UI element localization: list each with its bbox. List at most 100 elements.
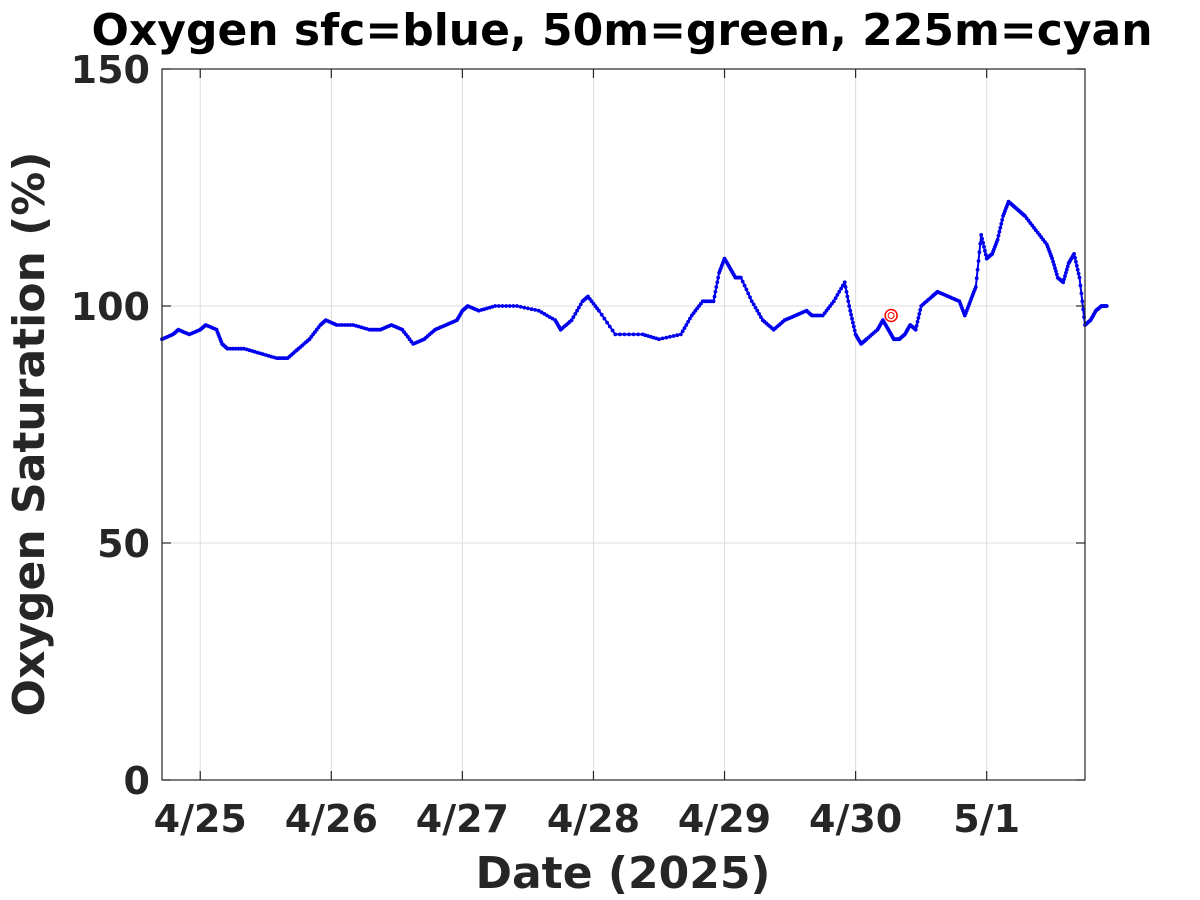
data-point (753, 305, 758, 310)
data-point (569, 318, 574, 323)
data-point (744, 287, 749, 292)
data-point (496, 304, 501, 308)
y-tick-label: 100 (71, 285, 150, 329)
data-point (597, 308, 601, 313)
data-point (739, 275, 743, 280)
data-point (228, 346, 233, 351)
data-point (526, 306, 530, 311)
data-point (500, 304, 505, 308)
data-point (1075, 267, 1080, 272)
x-tick-label: 4/28 (547, 797, 640, 841)
data-point (842, 280, 847, 285)
data-point (977, 250, 982, 255)
data-point (914, 323, 919, 328)
data-point (573, 312, 578, 316)
data-point (660, 336, 665, 341)
data-point (533, 308, 538, 312)
data-point (1074, 259, 1078, 264)
data-point (749, 299, 754, 304)
data-point (746, 291, 751, 296)
data-point (657, 337, 661, 342)
data-point (918, 308, 923, 312)
data-point (1073, 255, 1077, 260)
data-point (751, 302, 756, 307)
data-point (847, 304, 852, 308)
x-tick-labels: 4/25 4/26 4/27 4/28 4/29 4/30 5/1 (154, 797, 1020, 841)
data-point (1000, 218, 1005, 222)
x-tick-label: 5/1 (953, 797, 1020, 841)
data-point (605, 320, 609, 325)
highlight-marker (884, 308, 898, 323)
data-point (996, 233, 1001, 238)
data-point (852, 328, 857, 333)
y-tick-labels: 0 50 100 150 (71, 48, 150, 803)
data-point (849, 312, 853, 317)
data-point (757, 312, 761, 316)
data-point (983, 252, 988, 257)
plot-frame (161, 68, 1086, 781)
data-point (748, 295, 752, 300)
x-tick-label: 4/26 (285, 797, 378, 841)
data-point (337, 323, 342, 327)
data-point (1061, 280, 1066, 285)
data-point (1052, 263, 1056, 267)
data-point (973, 285, 978, 289)
data-point (236, 346, 241, 351)
data-point (1081, 307, 1086, 312)
data-point (671, 334, 676, 338)
data-point (686, 319, 690, 324)
data-point (850, 316, 854, 321)
data-point (1074, 263, 1079, 268)
data-point (1065, 264, 1070, 269)
y-axis-label: Oxygen Saturation (%) (4, 152, 55, 717)
data-point (1077, 275, 1082, 280)
highlight-marker-inner (887, 311, 895, 319)
data-point (684, 323, 689, 327)
x-tick-label: 4/29 (678, 797, 771, 841)
data-point (613, 332, 618, 337)
x-tick-label: 4/27 (416, 797, 509, 841)
data-point (504, 304, 508, 308)
data-point (511, 304, 516, 308)
data-point (755, 308, 760, 313)
data-point (975, 267, 980, 272)
data-point (348, 323, 353, 327)
data-point (1051, 259, 1055, 264)
data-point (680, 329, 685, 334)
x-tick-label: 4/25 (154, 797, 247, 841)
data-point (995, 237, 1000, 242)
data-point (233, 346, 238, 351)
x-axis-label: Date (2025) (475, 848, 770, 899)
data-point (636, 332, 640, 337)
data-point (688, 316, 692, 321)
series-layer (160, 199, 1109, 360)
data-point (831, 299, 836, 304)
data-point (577, 305, 581, 310)
data-point (345, 323, 350, 327)
data-point (1054, 269, 1058, 274)
data-point (1064, 267, 1069, 272)
data-point (916, 316, 921, 320)
data-point (1079, 291, 1084, 296)
data-point (845, 294, 850, 299)
data-point (915, 319, 920, 324)
data-point (607, 324, 612, 329)
grid-lines (162, 69, 1085, 780)
data-point (759, 315, 763, 319)
data-point (981, 240, 985, 245)
data-point (631, 332, 636, 337)
data-point (1076, 271, 1081, 276)
data-point (983, 248, 987, 253)
data-point (618, 332, 622, 337)
data-point (231, 346, 235, 351)
data-point (980, 236, 984, 241)
data-point (664, 335, 669, 340)
data-point (602, 316, 607, 321)
data-point (974, 276, 979, 281)
data-point (522, 305, 527, 310)
data-point (1054, 272, 1059, 277)
data-point (712, 294, 717, 299)
data-point (913, 327, 918, 332)
data-point (334, 323, 339, 327)
data-point (839, 286, 843, 291)
